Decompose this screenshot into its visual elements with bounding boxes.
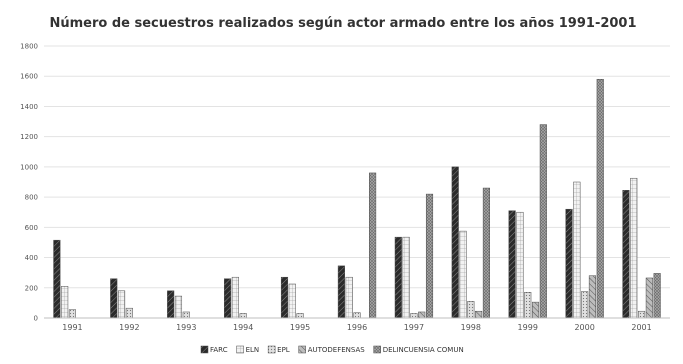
- bar-group-1996: [337, 172, 377, 319]
- bar: [425, 193, 434, 319]
- bar: [645, 277, 653, 319]
- bar: [296, 313, 304, 319]
- x-axis-ticks: 1991 1992 1993 1994 1995 1996 1997 1998 1999 2000…: [62, 323, 651, 332]
- y-tick-label: 1200: [20, 133, 38, 141]
- bar: [182, 311, 190, 319]
- bar: [459, 230, 467, 319]
- legend-item: DELINCUENSIA COMUN: [373, 345, 464, 354]
- legend-item: ELN: [236, 345, 260, 354]
- bar: [581, 291, 589, 319]
- x-tick-label: 1992: [119, 323, 139, 332]
- bar: [402, 236, 410, 319]
- bar: [516, 211, 524, 319]
- bar-group-2000: [565, 78, 604, 319]
- bar: [482, 187, 490, 319]
- y-tick-label: 600: [25, 224, 38, 232]
- legend-item: AUTODEFENSAS: [298, 345, 366, 354]
- y-tick-label: 200: [25, 284, 38, 292]
- legend-label: EPL: [277, 346, 290, 354]
- bar: [467, 301, 475, 319]
- x-tick-label: 1993: [176, 323, 196, 332]
- bar: [588, 275, 596, 319]
- legend-swatch: [236, 345, 244, 354]
- legend-item: FARC: [200, 345, 228, 354]
- y-axis-ticks: 0 200 400 600 800 1000 1200 1400 1600 1800: [20, 43, 38, 323]
- bar-group-1997: [394, 193, 434, 319]
- bar-group-1995: [280, 276, 304, 319]
- y-tick-label: 1000: [20, 163, 38, 171]
- legend-swatch: [200, 345, 209, 354]
- bar: [451, 166, 459, 319]
- bar: [68, 309, 77, 319]
- bar: [280, 276, 289, 319]
- chart-title: Número de secuestros realizados según ac…: [49, 16, 636, 31]
- bar: [573, 181, 581, 319]
- y-tick-label: 1400: [20, 103, 38, 111]
- x-tick-label: 1994: [233, 323, 253, 332]
- bar: [638, 310, 646, 319]
- bar: [508, 210, 516, 319]
- bar: [167, 290, 175, 319]
- legend-swatch: [298, 345, 306, 354]
- bar: [622, 190, 630, 319]
- bar: [118, 290, 126, 319]
- bar: [418, 311, 426, 319]
- bar-group-1998: [451, 166, 490, 319]
- bar: [110, 278, 118, 319]
- bar: [475, 310, 483, 319]
- bar: [61, 286, 69, 319]
- x-tick-label: 1996: [347, 323, 367, 332]
- x-tick-label: 1999: [518, 323, 538, 332]
- bar-group-1994: [224, 276, 247, 319]
- bar: [531, 301, 540, 319]
- bar: [539, 124, 547, 319]
- legend-swatch: [373, 345, 381, 354]
- bar: [125, 307, 133, 319]
- bar: [337, 265, 345, 319]
- bar: [353, 312, 361, 319]
- y-tick-label: 1600: [20, 73, 38, 81]
- x-tick-label: 1997: [404, 323, 424, 332]
- bar: [630, 177, 638, 319]
- legend: FARC ELN EPL AUTODEFENSAS DELINCUENSIA COMUN: [200, 345, 464, 354]
- bar: [524, 292, 532, 319]
- legend-swatch: [267, 345, 276, 354]
- bar: [653, 273, 661, 319]
- bar: [565, 208, 573, 319]
- legend-label: AUTODEFENSAS: [308, 346, 366, 354]
- legend-label: FARC: [210, 346, 228, 354]
- bar: [224, 278, 232, 319]
- x-tick-label: 2001: [631, 323, 651, 332]
- legend-item: EPL: [267, 345, 290, 354]
- legend-label: DELINCUENSIA COMUN: [383, 346, 464, 354]
- bar: [174, 295, 183, 319]
- x-tick-label: 2000: [574, 323, 594, 332]
- bar: [288, 283, 296, 319]
- bar-group-1993: [167, 290, 190, 319]
- bar: [410, 313, 418, 319]
- bar: [394, 236, 402, 319]
- y-tick-label: 800: [25, 194, 38, 202]
- bar: [369, 172, 377, 319]
- legend-label: ELN: [246, 346, 260, 354]
- x-tick-label: 1995: [290, 323, 310, 332]
- y-tick-label: 400: [25, 254, 38, 262]
- bar-group-1992: [110, 278, 133, 319]
- bar-group-2001: [622, 177, 661, 319]
- y-gridlines: [44, 45, 670, 289]
- bar: [53, 239, 61, 319]
- bar: [239, 313, 247, 319]
- bar-group-1999: [508, 124, 547, 319]
- y-tick-label: 0: [34, 315, 38, 323]
- bar: [231, 276, 239, 319]
- bar-group-1991: [53, 239, 77, 319]
- bar-groups: [53, 78, 661, 319]
- y-tick-label: 1800: [20, 43, 38, 51]
- bar: [345, 276, 353, 319]
- x-tick-label: 1998: [461, 323, 481, 332]
- bar: [596, 78, 604, 319]
- x-tick-label: 1991: [62, 323, 82, 332]
